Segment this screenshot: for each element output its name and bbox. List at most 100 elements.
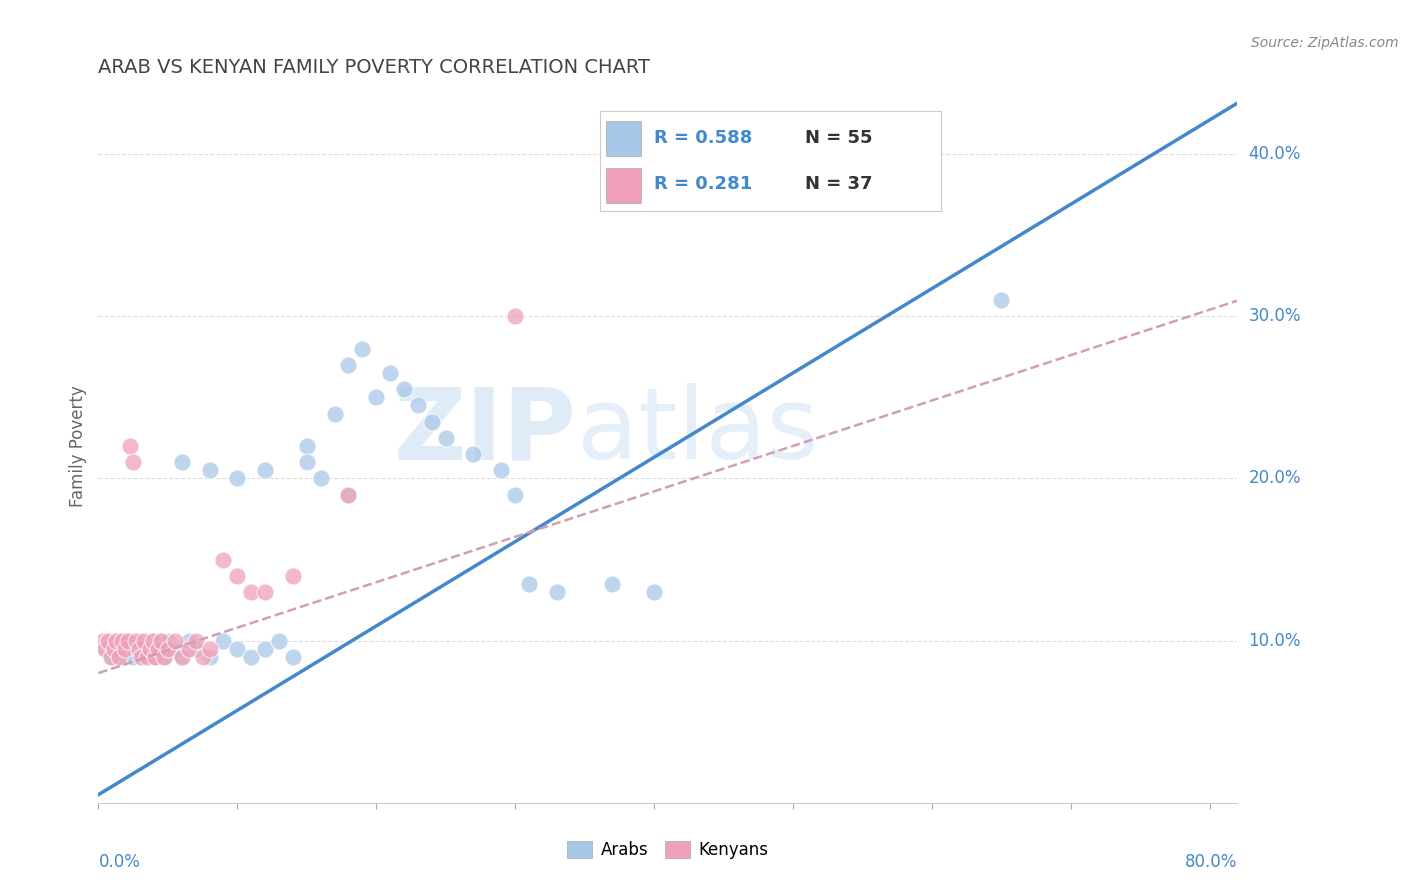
Point <box>198 641 221 656</box>
Text: 10.0%: 10.0% <box>1249 632 1301 649</box>
Text: 80.0%: 80.0% <box>1185 853 1237 871</box>
Point <box>378 366 401 380</box>
Point <box>163 633 186 648</box>
Text: N = 55: N = 55 <box>804 128 872 146</box>
Legend: Arabs, Kenyans: Arabs, Kenyans <box>561 834 775 866</box>
Text: 0.0%: 0.0% <box>98 853 141 871</box>
Point <box>170 455 193 469</box>
Point <box>366 390 388 404</box>
Point <box>170 649 193 664</box>
Text: R = 0.281: R = 0.281 <box>654 175 752 193</box>
Point <box>142 633 165 648</box>
Point <box>191 649 214 664</box>
Point <box>129 633 152 648</box>
Point <box>254 463 277 477</box>
Point <box>177 633 200 648</box>
Point <box>122 455 145 469</box>
Point <box>240 649 263 664</box>
Point <box>600 577 623 591</box>
Point <box>489 463 512 477</box>
Point <box>146 641 169 656</box>
Point <box>267 633 290 648</box>
Point <box>226 568 249 582</box>
Text: 20.0%: 20.0% <box>1249 469 1301 487</box>
Point <box>101 649 124 664</box>
Point <box>184 641 207 656</box>
Point <box>136 641 159 656</box>
Point <box>434 431 457 445</box>
Point <box>295 455 318 469</box>
Point <box>337 488 360 502</box>
Point <box>170 649 193 664</box>
Point <box>163 641 186 656</box>
Point <box>406 399 429 413</box>
Point <box>108 641 131 656</box>
Point <box>240 585 263 599</box>
Point <box>127 641 149 656</box>
Point <box>112 649 135 664</box>
Point <box>198 649 221 664</box>
Point <box>352 342 374 356</box>
Point <box>139 641 162 656</box>
Point <box>153 649 176 664</box>
Point <box>309 471 332 485</box>
Point <box>125 633 148 648</box>
Point <box>463 447 485 461</box>
FancyBboxPatch shape <box>606 168 641 202</box>
Point <box>295 439 318 453</box>
Point <box>98 633 121 648</box>
FancyBboxPatch shape <box>606 120 641 155</box>
Point <box>156 633 179 648</box>
Point <box>143 649 166 664</box>
Text: 30.0%: 30.0% <box>1249 307 1301 326</box>
Point <box>281 649 304 664</box>
Text: atlas: atlas <box>576 384 818 480</box>
Point <box>117 633 139 648</box>
Point <box>226 471 249 485</box>
Point <box>503 488 526 502</box>
Point <box>134 633 156 648</box>
Point <box>94 641 117 656</box>
Point <box>97 633 120 648</box>
Text: R = 0.588: R = 0.588 <box>654 128 752 146</box>
Point <box>145 649 167 664</box>
Point <box>132 649 155 664</box>
Point <box>94 641 117 656</box>
Point <box>546 585 568 599</box>
Point <box>100 649 122 664</box>
Point <box>108 649 131 664</box>
Point <box>156 641 179 656</box>
Point <box>281 568 304 582</box>
Point <box>122 649 145 664</box>
Point <box>226 641 249 656</box>
Point <box>212 552 235 566</box>
Point <box>323 407 346 421</box>
Point <box>517 577 540 591</box>
Point <box>128 641 150 656</box>
Point <box>420 415 443 429</box>
Point <box>337 358 360 372</box>
Point <box>111 633 134 648</box>
Text: N = 37: N = 37 <box>804 175 872 193</box>
Point <box>392 382 415 396</box>
Point <box>198 463 221 477</box>
Point <box>503 310 526 324</box>
Point <box>149 633 172 648</box>
Point <box>177 641 200 656</box>
Point <box>91 633 114 648</box>
Point <box>990 293 1012 307</box>
Point <box>115 633 138 648</box>
Text: 40.0%: 40.0% <box>1249 145 1301 163</box>
Point <box>254 641 277 656</box>
Point <box>120 439 142 453</box>
Point <box>184 633 207 648</box>
Text: ARAB VS KENYAN FAMILY POVERTY CORRELATION CHART: ARAB VS KENYAN FAMILY POVERTY CORRELATIO… <box>98 57 651 77</box>
Point <box>105 633 128 648</box>
Point <box>145 641 167 656</box>
Point <box>118 641 141 656</box>
Point <box>103 641 125 656</box>
Point <box>141 633 163 648</box>
Point <box>131 649 153 664</box>
Point <box>152 649 174 664</box>
Point <box>212 633 235 648</box>
